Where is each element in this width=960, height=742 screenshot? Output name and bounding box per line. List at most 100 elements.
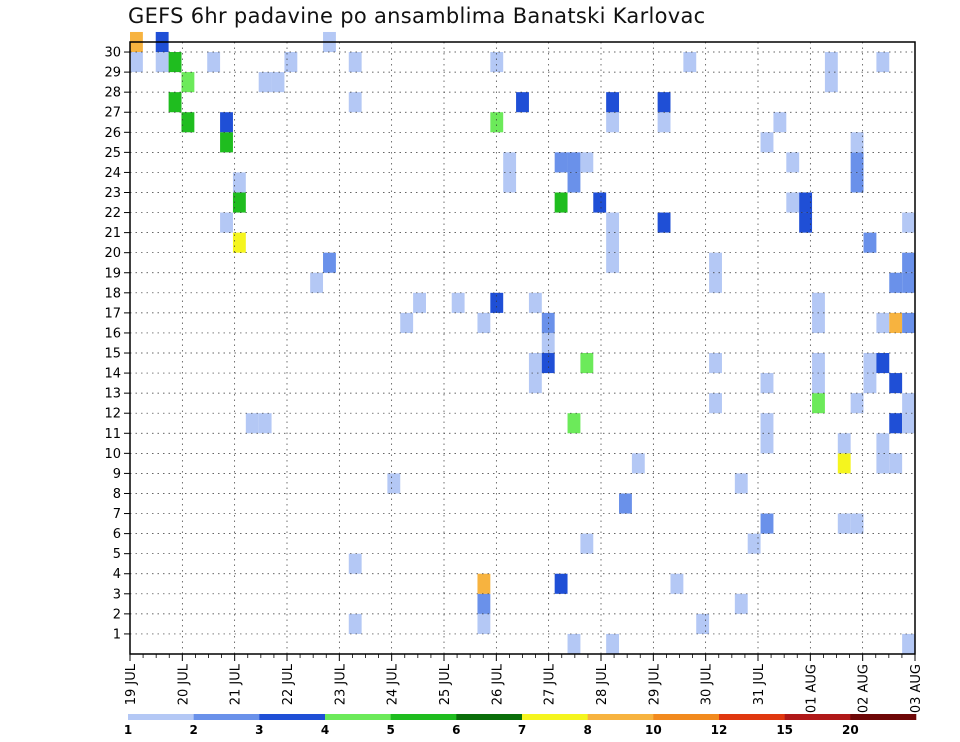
heatmap-cell [799, 192, 813, 213]
heatmap-cell [503, 152, 517, 173]
x-tick-label: 30 JUL [700, 663, 715, 705]
colorbar: 1 2 3 4 5 6 7 8 10 12 15 20 [124, 714, 917, 737]
heatmap-cell [130, 52, 143, 73]
heatmap-cell [812, 292, 825, 313]
heatmap-cell [232, 232, 246, 253]
y-tick-label: 6 [113, 527, 121, 542]
heatmap-cell [812, 353, 825, 374]
y-tick-label: 30 [104, 46, 121, 61]
heatmap-cell [220, 112, 233, 133]
colorbar-segment [456, 714, 523, 720]
y-tick-label: 16 [104, 326, 121, 341]
heatmap-cell [245, 413, 259, 434]
y-tick-label: 27 [104, 106, 121, 121]
y-tick-label: 15 [104, 347, 121, 362]
colorbar-label: 6 [452, 723, 460, 737]
heatmap-cell [619, 493, 632, 514]
colorbar-label: 4 [321, 723, 329, 737]
y-tick-label: 25 [104, 146, 121, 161]
heatmap-cell [902, 212, 915, 233]
colorbar-label: 20 [842, 723, 859, 737]
colorbar-segment [259, 714, 326, 720]
heatmap-cell [528, 353, 542, 374]
colorbar-segment [784, 714, 851, 720]
heatmap-cell [554, 573, 568, 594]
y-tick-label: 1 [113, 627, 121, 642]
heatmap-cell [541, 332, 555, 354]
heatmap-cell [477, 593, 491, 614]
heatmap-cell [554, 192, 568, 213]
y-tick-label: 24 [104, 166, 121, 181]
heatmap-cell [155, 52, 169, 73]
y-tick-label: 11 [104, 427, 121, 442]
x-tick-label: 03 AUG [909, 664, 924, 713]
heatmap-cell [387, 473, 401, 494]
y-tick-label: 5 [113, 547, 121, 562]
colorbar-label: 5 [386, 723, 394, 737]
colorbar-segment [390, 714, 457, 720]
x-tick-label: 21 JUL [229, 663, 244, 705]
heatmap-cell [348, 92, 362, 113]
heatmap-cell [181, 112, 195, 133]
heatmap-cell [606, 212, 620, 233]
heatmap-cell [258, 413, 272, 434]
heatmap-cell [760, 373, 774, 394]
heatmap-cell [348, 52, 362, 73]
heatmap-cell [876, 433, 890, 454]
heatmap-cell [863, 232, 877, 253]
heatmap-cell [786, 192, 800, 213]
y-tick-label: 14 [104, 367, 121, 382]
y-tick-label: 23 [104, 186, 121, 201]
heatmap-cell [812, 393, 825, 414]
heatmap-cell [348, 553, 362, 574]
heatmap-cell [850, 132, 864, 153]
heatmap-cell [413, 292, 426, 313]
y-tick-label: 29 [104, 66, 121, 81]
heatmap-cell [310, 272, 324, 293]
heatmap-cell [889, 272, 903, 293]
heatmap-cell [168, 92, 182, 113]
heatmap-cell [824, 52, 838, 73]
heatmap-cell [850, 393, 864, 414]
heatmap-cell [516, 92, 529, 113]
colorbar-segment [128, 714, 194, 720]
x-tick-labels: 19 JUL 20 JUL 21 JUL 22 JUL 23 JUL 24 JUL 25 J… [124, 663, 924, 713]
heatmap-cell [696, 613, 710, 634]
x-tick-label: 19 JUL [124, 663, 139, 705]
heatmap-cell [889, 453, 903, 474]
plot-frame [129, 41, 916, 655]
heatmap-cell [670, 573, 684, 594]
y-tick-label: 22 [104, 206, 121, 221]
colorbar-segment [522, 714, 588, 720]
y-tick-label: 9 [113, 467, 121, 482]
heatmap-cell [837, 513, 851, 534]
heatmap-cell [503, 172, 517, 193]
heatmap-cell [863, 373, 877, 394]
y-tick-label: 13 [104, 387, 121, 402]
colorbar-segment [325, 714, 391, 720]
chart-title: GEFS 6hr padavine po ansamblima Banatski… [128, 4, 706, 28]
colorbar-segment [850, 714, 917, 720]
heatmap-cell [258, 72, 272, 93]
heatmap-cell [606, 112, 620, 133]
heatmap-cell [657, 92, 671, 113]
heatmap-cell [760, 433, 774, 454]
heatmap-cell [606, 232, 620, 253]
heatmap-cell [837, 453, 851, 474]
y-tick-label: 17 [104, 306, 121, 321]
colorbar-segment [193, 714, 260, 720]
y-tick-label: 26 [104, 126, 121, 141]
heatmap-cell [773, 112, 787, 133]
heatmap-cell [760, 513, 774, 534]
heatmap-cell [348, 613, 362, 634]
heatmap-cell [606, 252, 620, 273]
heatmap-cell [850, 513, 864, 534]
heatmap-cell [477, 613, 491, 634]
heatmap-cell [567, 172, 581, 193]
heatmap-cell [876, 353, 890, 374]
heatmap-cell [528, 373, 542, 394]
heatmap-cell [168, 52, 182, 73]
heatmap-cell [683, 52, 697, 73]
heatmap-cell [541, 353, 555, 374]
x-tick-label: 27 JUL [543, 663, 558, 705]
